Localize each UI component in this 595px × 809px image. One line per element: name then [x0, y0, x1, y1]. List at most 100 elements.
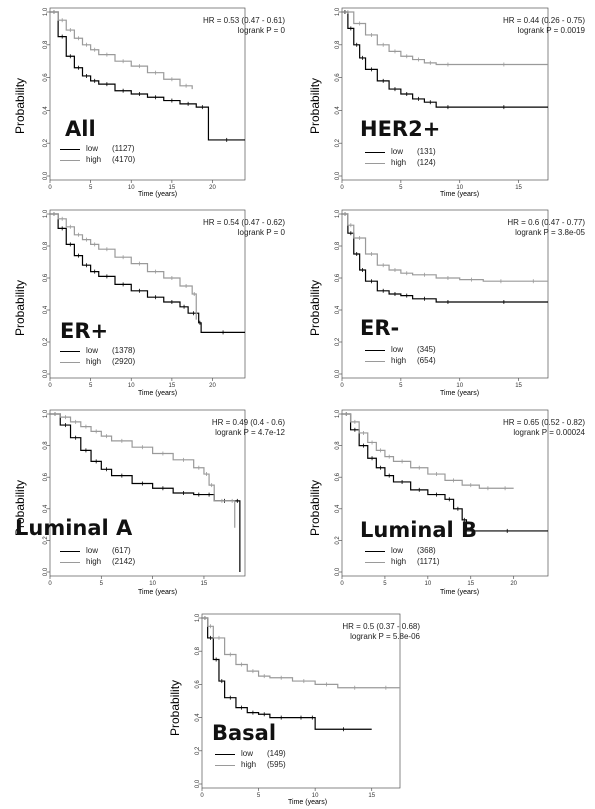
legend-line-low	[365, 152, 385, 153]
x-tick-label: 10	[456, 185, 463, 191]
x-tick-label: 15	[467, 581, 474, 587]
logrank-p-text: logrank P = 5.8e-06	[350, 632, 420, 641]
legend-count: (149)	[267, 749, 286, 758]
legend-count: (2142)	[112, 557, 136, 566]
y-axis-label: Probability	[13, 77, 27, 134]
x-axis-label: Time (years)	[440, 589, 480, 596]
y-tick-label: 0.8	[43, 241, 49, 250]
survival-curve-low	[50, 413, 241, 572]
y-tick-label: 1.0	[43, 7, 49, 16]
plot-frame	[49, 209, 246, 379]
y-tick-label: 0.8	[335, 441, 341, 450]
km-panel-er-negative: 0 5 10 15 0.0 0.2 0.4 0.6 0.8 1.0 Probability Tim…	[300, 206, 590, 406]
plot-frame	[49, 409, 246, 577]
km-panel-er-positive: 0 5 10 15 20 0.0 0.2 0.4 0.6 0.8 1.0 Probability T…	[5, 206, 295, 406]
legend-label: high	[241, 760, 257, 769]
x-tick-label: 0	[340, 383, 344, 389]
legend-label: low	[241, 749, 254, 758]
survival-curve-high	[50, 213, 197, 320]
y-tick-label: 0.6	[43, 73, 49, 82]
x-tick-label: 5	[257, 793, 261, 799]
x-tick-label: 0	[340, 185, 344, 191]
y-axis-label: Probability	[168, 679, 182, 736]
legend: low (617) high (2142)	[60, 546, 160, 568]
panel-title: All	[65, 117, 96, 141]
km-plot-luminal-a: 0 5 10 15 0.0 0.2 0.4 0.6 0.8 1.0	[43, 409, 246, 587]
legend-item-low: low (1127)	[60, 144, 160, 155]
legend-label: low	[86, 346, 99, 355]
x-tick-label: 10	[456, 383, 463, 389]
km-panel-basal: 0 5 10 15 0.0 0.2 0.4 0.6 0.8 1.0 Probability Tim…	[160, 606, 450, 806]
y-tick-label: 0.2	[335, 138, 341, 147]
plot-frame	[341, 409, 549, 577]
x-tick-label: 15	[169, 383, 176, 389]
x-tick-label: 0	[340, 581, 344, 587]
survival-curve-high	[342, 11, 548, 66]
survival-curve-low	[342, 213, 548, 303]
legend-line-high	[60, 362, 80, 363]
y-tick-label: 0.6	[43, 273, 49, 282]
km-panel-luminal-b: 0 5 10 15 20 0.0 0.2 0.4 0.6 0.8 1.0 Probability T…	[300, 406, 590, 606]
legend-line-low	[60, 551, 80, 552]
y-tick-label: 1.0	[335, 209, 341, 218]
legend-item-high: high (1171)	[365, 557, 465, 568]
logrank-p-text: logrank P = 0.00024	[513, 428, 585, 437]
logrank-p-text: logrank P = 4.7e-12	[215, 428, 285, 437]
legend-count: (2920)	[112, 357, 136, 366]
panel-title: Luminal B	[360, 518, 478, 542]
hazard-ratio-text: HR = 0.5 (0.37 - 0.68)	[342, 622, 420, 631]
logrank-p-text: logrank P = 0.0019	[517, 26, 585, 35]
x-tick-label: 15	[169, 185, 176, 191]
x-tick-label: 5	[399, 185, 403, 191]
hazard-ratio-text: HR = 0.44 (0.26 - 0.75)	[502, 16, 585, 25]
legend-item-low: low (617)	[60, 546, 160, 557]
legend: low (131) high (124)	[365, 147, 465, 169]
legend-label: high	[391, 356, 407, 365]
km-panel-her2: 0 5 10 15 0.0 0.2 0.4 0.6 0.8 1.0 Probability Tim…	[300, 4, 590, 204]
legend: low (149) high (595)	[215, 749, 315, 771]
y-tick-label: 0.2	[43, 337, 49, 346]
panel-title: ER+	[60, 319, 109, 343]
x-tick-label: 15	[201, 581, 208, 587]
legend-item-high: high (4170)	[60, 155, 160, 166]
legend-line-high	[365, 163, 385, 164]
legend-count: (1171)	[417, 557, 440, 566]
y-tick-label: 0.8	[195, 646, 201, 655]
x-tick-label: 10	[424, 581, 431, 587]
y-tick-label: 0.2	[335, 337, 341, 346]
legend: low (345) high (654)	[365, 345, 465, 367]
legend-line-high	[60, 160, 80, 161]
legend-count: (1378)	[112, 346, 136, 355]
y-axis-label: Probability	[308, 279, 322, 336]
x-tick-label: 0	[200, 793, 204, 799]
legend-item-low: low (1378)	[60, 346, 160, 357]
legend-count: (617)	[112, 546, 131, 555]
legend-line-high	[215, 765, 235, 766]
legend-item-low: low (368)	[365, 546, 465, 557]
hazard-ratio-text: HR = 0.54 (0.47 - 0.62)	[202, 218, 285, 227]
km-panel-luminal-a: 0 5 10 15 0.0 0.2 0.4 0.6 0.8 1.0 Probability Tim…	[5, 406, 295, 606]
survival-curve-low	[50, 213, 245, 333]
x-tick-label: 15	[368, 793, 375, 799]
legend-line-low	[215, 754, 235, 755]
x-tick-label: 10	[149, 581, 156, 587]
hazard-ratio-text: HR = 0.6 (0.47 - 0.77)	[507, 218, 585, 227]
y-tick-label: 0.0	[335, 567, 341, 576]
legend-item-high: high (124)	[365, 158, 465, 169]
legend-line-low	[60, 149, 80, 150]
legend-line-high	[365, 562, 385, 563]
y-tick-label: 0.4	[43, 106, 49, 115]
x-axis-label: Time (years)	[288, 799, 328, 806]
y-tick-label: 1.0	[335, 409, 341, 418]
legend-count: (131)	[417, 147, 436, 156]
km-plot-luminal-b: 0 5 10 15 20 0.0 0.2 0.4 0.6 0.8 1.0	[335, 409, 549, 587]
y-tick-label: 0.2	[195, 746, 201, 755]
x-tick-label: 20	[510, 581, 517, 587]
y-tick-label: 0.0	[43, 369, 49, 378]
x-tick-label: 0	[48, 383, 52, 389]
hazard-ratio-text: HR = 0.53 (0.47 - 0.61)	[202, 16, 285, 25]
legend-item-low: low (345)	[365, 345, 465, 356]
x-tick-label: 15	[515, 185, 522, 191]
legend-label: low	[391, 345, 404, 354]
legend-label: high	[86, 557, 102, 566]
